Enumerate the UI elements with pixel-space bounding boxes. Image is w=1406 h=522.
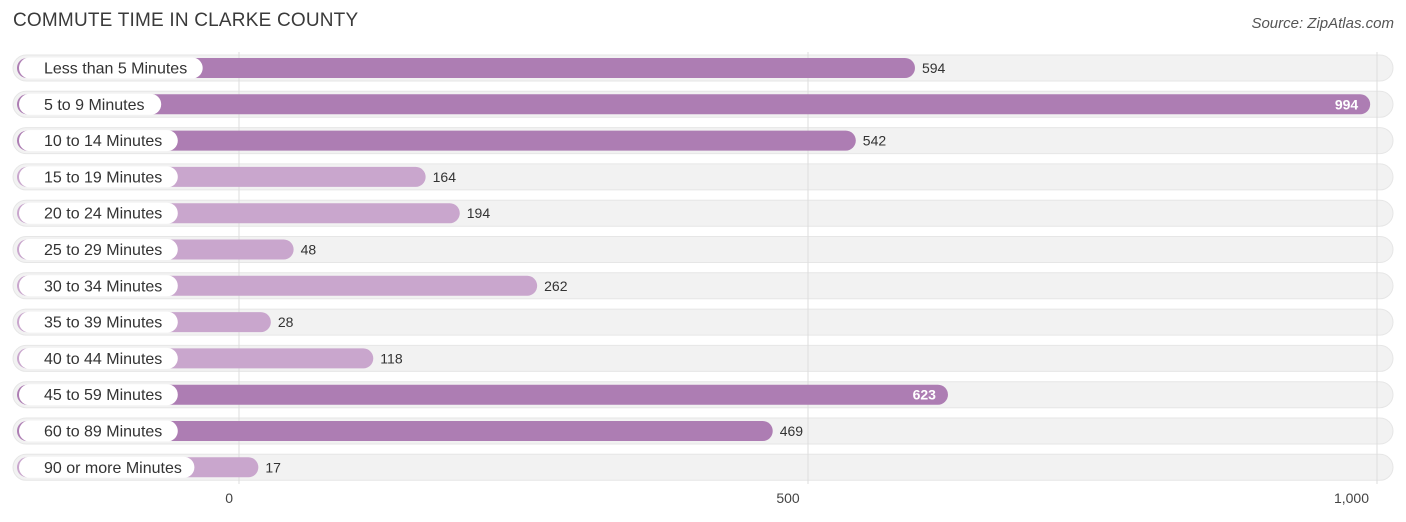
bar-label: 45 to 59 Minutes <box>44 387 162 404</box>
bar-label: 15 to 19 Minutes <box>44 169 162 186</box>
bar-label-pill <box>19 130 178 152</box>
bar[interactable] <box>17 130 856 151</box>
bar-track <box>12 308 1394 336</box>
bar-value-label: 194 <box>467 205 491 221</box>
bar-label: 25 to 29 Minutes <box>44 242 162 259</box>
bar-label-pill <box>19 57 203 79</box>
bar-label: 10 to 14 Minutes <box>44 133 162 150</box>
bar[interactable] <box>17 58 915 78</box>
bar-label-pill <box>19 347 178 369</box>
bar-value-label: 118 <box>380 350 403 366</box>
bar-label-pill <box>19 93 162 115</box>
bar-label-pill <box>19 166 178 188</box>
bar-value-label: 469 <box>780 423 804 439</box>
bar-label-pill <box>19 202 178 224</box>
x-tick-label: 0 <box>225 490 233 506</box>
bar[interactable] <box>17 94 1371 115</box>
bar-label-pill <box>19 420 178 442</box>
bar-label-pill <box>19 311 178 333</box>
bar-label: Less than 5 Minutes <box>44 61 187 78</box>
bar-value-label: 164 <box>433 169 457 185</box>
source-credit: Source: ZipAtlas.com <box>1251 15 1394 32</box>
bar-value-label: 17 <box>265 459 281 475</box>
bar[interactable] <box>17 384 948 405</box>
bar-value-label: 262 <box>544 278 568 294</box>
bar-label-pill <box>19 384 178 406</box>
bar-value-label: 28 <box>278 314 294 330</box>
bar-value-label: 994 <box>1335 96 1359 112</box>
bar-label: 5 to 9 Minutes <box>44 97 145 114</box>
bar-value-label: 594 <box>922 60 946 76</box>
bar-value-label: 623 <box>913 387 937 403</box>
bar-label: 30 to 34 Minutes <box>44 278 162 295</box>
bar-track <box>12 236 1394 263</box>
chart-title: COMMUTE TIME IN CLARKE COUNTY <box>13 10 359 31</box>
bar[interactable] <box>17 421 773 441</box>
bar-value-label: 48 <box>301 242 317 258</box>
bar-label: 60 to 89 Minutes <box>44 424 162 441</box>
bar-track <box>12 453 1394 481</box>
bar-value-label: 542 <box>863 133 887 149</box>
bar-label-pill <box>19 275 178 297</box>
x-tick-label: 1,000 <box>1334 490 1369 506</box>
x-tick-label: 500 <box>776 490 800 506</box>
bar-label: 40 to 44 Minutes <box>44 351 162 368</box>
bar-label-pill <box>19 456 195 478</box>
bar-label: 35 to 39 Minutes <box>44 315 162 332</box>
bar-label-pill <box>19 239 178 260</box>
bar-label: 90 or more Minutes <box>44 460 182 477</box>
bar-label: 20 to 24 Minutes <box>44 206 162 223</box>
